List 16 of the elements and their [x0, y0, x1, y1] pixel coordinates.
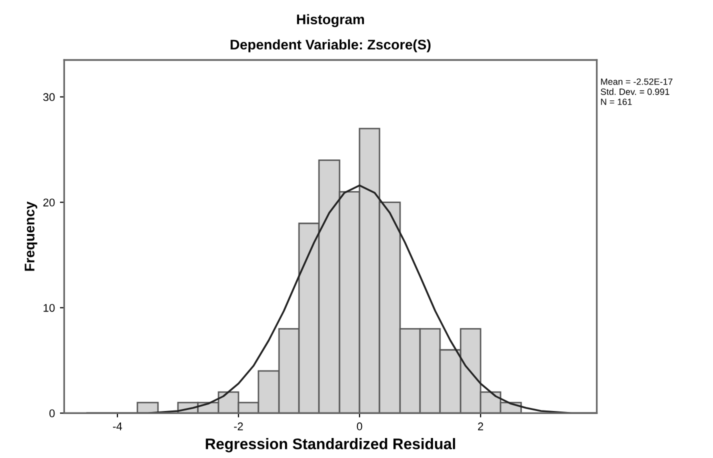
chart-subtitle: Dependent Variable: Zscore(S)	[230, 39, 431, 52]
y-tick-label: 30	[43, 93, 55, 102]
text: N = 161	[601, 98, 632, 106]
y-axis-title: Frequency	[24, 202, 38, 271]
line-series	[86, 184, 596, 414]
text: Mean = -2.52E-17	[601, 78, 672, 85]
x-tick-label: -4	[112, 422, 122, 430]
chart-title: Histogram	[297, 14, 364, 28]
x-tick-label: 2	[478, 422, 484, 430]
x-tick-label: -2	[234, 422, 243, 430]
text: Std. Dev. = 0.991	[600, 88, 670, 95]
y-tick-label: 0	[49, 409, 55, 418]
x-tick-label: 0	[356, 422, 362, 430]
x-axis-title: Regression Standardized Residual	[206, 438, 456, 452]
y-tick-label: 10	[44, 304, 55, 312]
y-tick-label: 20	[43, 198, 55, 206]
